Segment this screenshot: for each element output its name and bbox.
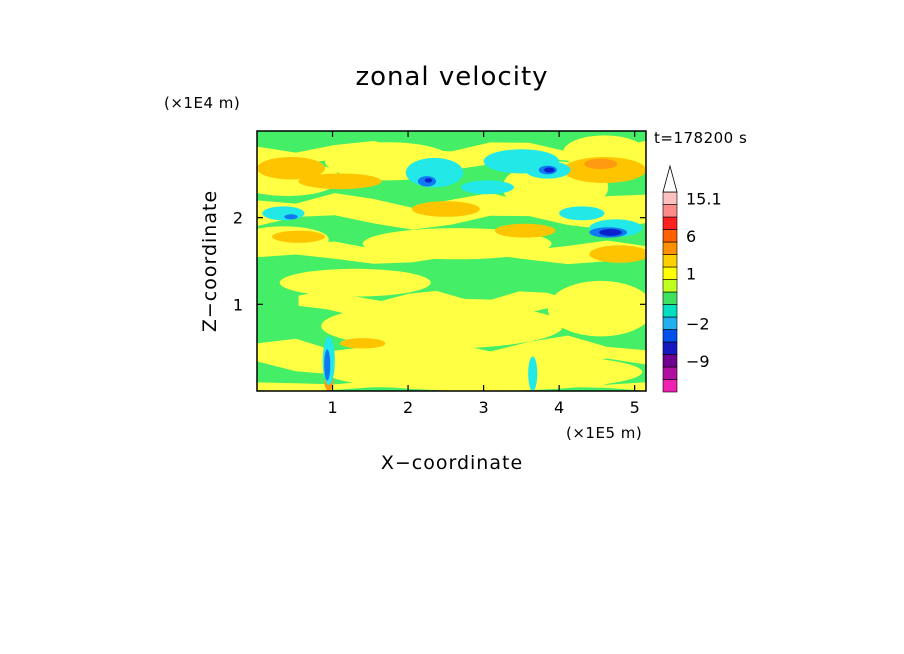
colorbar-bin — [662, 204, 678, 218]
contour-region — [460, 180, 514, 195]
colorbar-bin — [662, 379, 678, 393]
y-axis-ticks: 12 — [233, 209, 646, 314]
contour-region — [589, 245, 646, 263]
colorbar-bin — [662, 216, 678, 230]
contour-region — [298, 173, 382, 190]
contour-region — [411, 201, 480, 217]
contour-region — [362, 228, 552, 260]
x-tick-label: 3 — [479, 398, 489, 417]
colorbar-bin — [662, 329, 678, 343]
colorbar-bin — [662, 316, 678, 330]
colorbar-bin — [662, 241, 678, 255]
contour-region — [321, 303, 563, 349]
contour-field — [257, 131, 646, 391]
y-axis-label: Z−coordinate — [199, 190, 221, 332]
colorbar-label: −9 — [686, 352, 710, 371]
colorbar-bin — [662, 266, 678, 280]
colorbar-bin — [662, 291, 678, 305]
contour-region — [272, 230, 325, 243]
colorbar: −9 −2 1 6 15.1 — [662, 164, 722, 393]
colorbar-bin — [662, 254, 678, 268]
x-tick-label: 1 — [327, 398, 337, 417]
contour-region — [494, 223, 556, 238]
contour-region — [340, 338, 386, 349]
y-tick-label: 2 — [233, 209, 243, 228]
contour-region — [584, 158, 618, 170]
contour-region — [559, 206, 605, 221]
colorbar-label: 15.1 — [686, 189, 722, 208]
colorbar-bin — [662, 191, 678, 205]
contour-region — [257, 157, 325, 180]
time-label: t=178200 s — [654, 129, 747, 147]
y-tick-label: 1 — [233, 295, 243, 314]
colorbar-label: 6 — [686, 227, 696, 246]
contour-region — [279, 268, 431, 297]
contour-region — [262, 206, 305, 221]
colorbar-bin — [662, 341, 678, 355]
contour-region — [284, 214, 298, 220]
colorbar-bin — [662, 304, 678, 318]
contour-region — [424, 178, 433, 183]
colorbar-label: 1 — [686, 264, 696, 283]
colorbar-bin — [662, 366, 678, 380]
contour-region — [599, 228, 622, 236]
colorbar-bin — [662, 279, 678, 293]
colorbar-label: −2 — [686, 314, 710, 333]
x-tick-label: 4 — [554, 398, 564, 417]
contour-region — [324, 352, 643, 391]
contour-region — [547, 280, 646, 337]
contour-region — [324, 349, 331, 381]
colorbar-bin — [662, 354, 678, 368]
colorbar-bin — [662, 229, 678, 243]
contour-region — [544, 167, 555, 173]
x-axis-ticks: 1 2 3 4 5 — [327, 131, 640, 417]
contour-region — [528, 356, 538, 391]
y-unit-label: (×1E4 m) — [164, 94, 240, 112]
chart-title: zonal velocity — [355, 62, 548, 92]
x-axis-label: X−coordinate — [381, 452, 523, 474]
x-tick-label: 5 — [630, 398, 640, 417]
x-tick-label: 2 — [403, 398, 413, 417]
contour-region — [562, 157, 646, 183]
colorbar-extend-triangle — [662, 164, 678, 193]
plot-frame — [256, 130, 647, 392]
x-unit-label: (×1E5 m) — [566, 424, 642, 442]
